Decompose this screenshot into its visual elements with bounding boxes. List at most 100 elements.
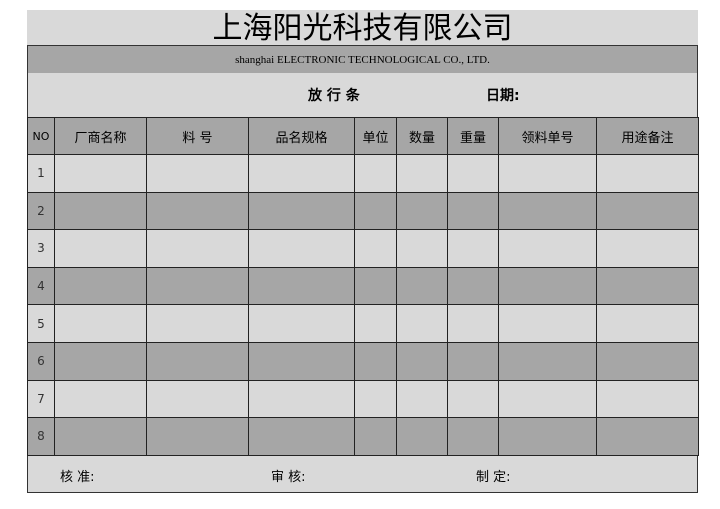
table-cell[interactable] xyxy=(396,229,448,268)
column-header: 单位 xyxy=(354,117,397,155)
table-cell[interactable] xyxy=(54,229,147,268)
table-cell[interactable] xyxy=(498,341,597,381)
table-cell[interactable] xyxy=(596,379,699,419)
table-cell[interactable] xyxy=(396,154,448,193)
table-cell[interactable] xyxy=(596,417,699,456)
table-cell[interactable] xyxy=(146,379,249,419)
column-header: 领料单号 xyxy=(498,117,597,155)
table-row: 8 xyxy=(27,417,699,456)
table-cell[interactable] xyxy=(248,191,355,231)
row-number: 3 xyxy=(27,229,55,268)
table-cell[interactable] xyxy=(596,191,699,231)
table-cell[interactable] xyxy=(354,417,397,456)
table-cell[interactable] xyxy=(146,191,249,231)
table-cell[interactable] xyxy=(498,266,597,306)
table-cell[interactable] xyxy=(447,229,499,268)
table-cell[interactable] xyxy=(498,191,597,231)
table-cell[interactable] xyxy=(354,266,397,306)
table-cell[interactable] xyxy=(447,191,499,231)
review-label: 审 核: xyxy=(271,469,306,485)
table-cell[interactable] xyxy=(54,266,147,306)
table-cell[interactable] xyxy=(498,379,597,419)
table-cell[interactable] xyxy=(248,417,355,456)
table-row: 4 xyxy=(27,266,699,306)
company-title: 上海阳光科技有限公司 xyxy=(27,10,698,46)
column-header: NO xyxy=(27,117,55,155)
table-cell[interactable] xyxy=(396,417,448,456)
table-cell[interactable] xyxy=(596,304,699,343)
table-row: 7 xyxy=(27,379,699,419)
form-name: 放 行 条 xyxy=(308,88,360,104)
column-header: 用途备注 xyxy=(596,117,699,155)
company-english-name: shanghai ELECTRONIC TECHNOLOGICAL CO., L… xyxy=(27,45,698,73)
table-row: 6 xyxy=(27,341,699,381)
row-number: 6 xyxy=(27,341,55,381)
table-cell[interactable] xyxy=(248,229,355,268)
row-number: 8 xyxy=(27,417,55,456)
table-cell[interactable] xyxy=(396,379,448,419)
table-cell[interactable] xyxy=(354,304,397,343)
table-cell[interactable] xyxy=(54,379,147,419)
table-cell[interactable] xyxy=(596,154,699,193)
table-cell[interactable] xyxy=(146,304,249,343)
table-cell[interactable] xyxy=(354,379,397,419)
table-cell[interactable] xyxy=(396,191,448,231)
row-number: 2 xyxy=(27,191,55,231)
prepared-label: 制 定: xyxy=(476,469,511,485)
table-cell[interactable] xyxy=(498,229,597,268)
approve-label: 核 准: xyxy=(60,469,95,485)
table-cell[interactable] xyxy=(248,266,355,306)
table-cell[interactable] xyxy=(498,417,597,456)
table-cell[interactable] xyxy=(54,154,147,193)
table-cell[interactable] xyxy=(146,341,249,381)
table-cell[interactable] xyxy=(596,229,699,268)
table-cell[interactable] xyxy=(54,191,147,231)
table-cell[interactable] xyxy=(498,154,597,193)
table-cell[interactable] xyxy=(498,304,597,343)
table-cell[interactable] xyxy=(146,266,249,306)
table-cell[interactable] xyxy=(396,341,448,381)
table-cell[interactable] xyxy=(596,341,699,381)
table-cell[interactable] xyxy=(54,341,147,381)
column-header: 品名规格 xyxy=(248,117,355,155)
release-form: 上海阳光科技有限公司 shanghai ELECTRONIC TECHNOLOG… xyxy=(27,10,699,493)
table-cell[interactable] xyxy=(146,417,249,456)
table-row: 3 xyxy=(27,229,699,268)
row-number: 1 xyxy=(27,154,55,193)
table-cell[interactable] xyxy=(447,379,499,419)
table-cell[interactable] xyxy=(396,266,448,306)
table-cell[interactable] xyxy=(54,304,147,343)
table-cell[interactable] xyxy=(354,229,397,268)
table-cell[interactable] xyxy=(248,304,355,343)
date-label: 日期: xyxy=(486,88,520,104)
table-cell[interactable] xyxy=(248,379,355,419)
column-header: 料 号 xyxy=(146,117,249,155)
table-cell[interactable] xyxy=(146,229,249,268)
table-cell[interactable] xyxy=(248,154,355,193)
row-number: 4 xyxy=(27,266,55,306)
signature-row: 核 准: 审 核: 制 定: xyxy=(27,455,698,493)
table-cell[interactable] xyxy=(596,266,699,306)
column-header: 数量 xyxy=(396,117,448,155)
table-row: 1 xyxy=(27,154,699,193)
form-heading-row: 放 行 条 日期: xyxy=(27,73,698,117)
row-number: 5 xyxy=(27,304,55,343)
column-header: 重量 xyxy=(447,117,499,155)
table-cell[interactable] xyxy=(447,304,499,343)
table-cell[interactable] xyxy=(354,341,397,381)
table-cell[interactable] xyxy=(447,341,499,381)
table-cell[interactable] xyxy=(354,154,397,193)
table-cell[interactable] xyxy=(354,191,397,231)
table-cell[interactable] xyxy=(248,341,355,381)
table-cell[interactable] xyxy=(447,154,499,193)
table-row: 5 xyxy=(27,304,699,343)
column-header: 厂商名称 xyxy=(54,117,147,155)
row-number: 7 xyxy=(27,379,55,419)
table-cell[interactable] xyxy=(146,154,249,193)
table-cell[interactable] xyxy=(396,304,448,343)
table-cell[interactable] xyxy=(54,417,147,456)
table-cell[interactable] xyxy=(447,266,499,306)
table-cell[interactable] xyxy=(447,417,499,456)
table-row: 2 xyxy=(27,191,699,231)
